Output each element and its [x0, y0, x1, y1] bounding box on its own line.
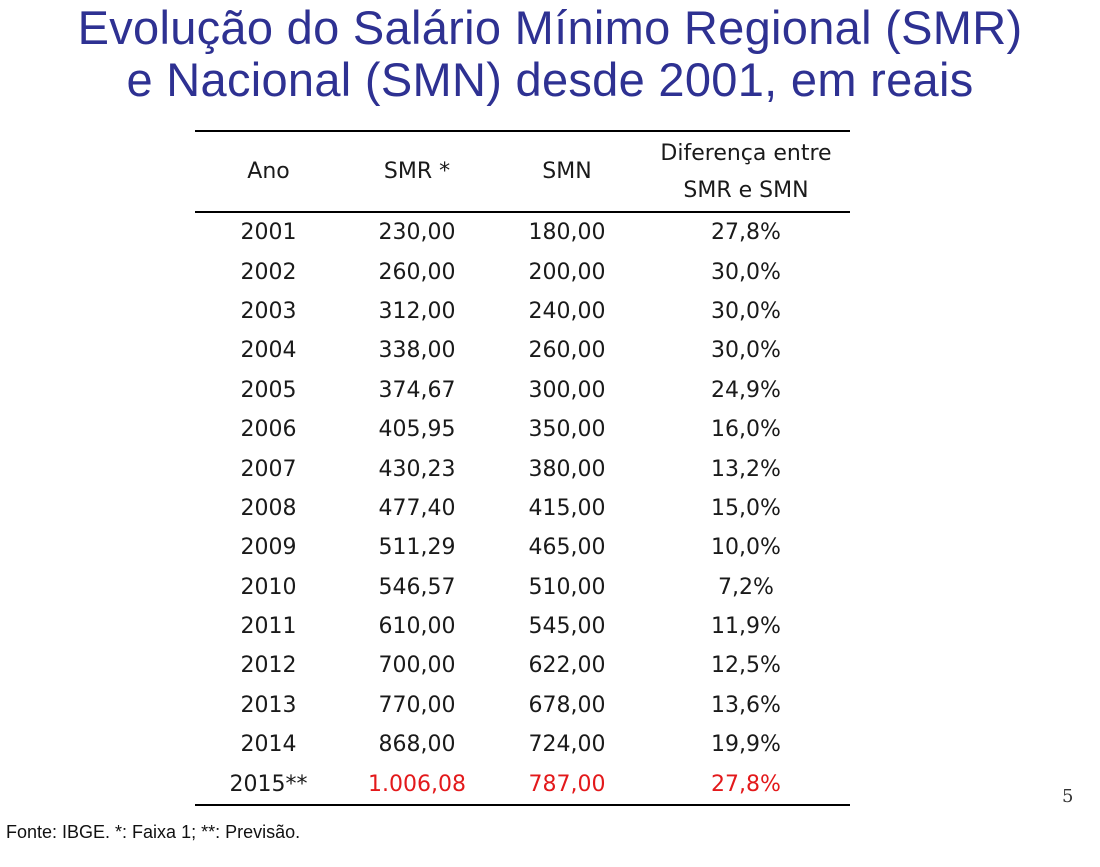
table-row: 2010 546,57 510,00 7,2%: [195, 568, 850, 607]
header-difference: Diferença entre SMR e SMN: [642, 130, 850, 213]
cell-smr: 312,00: [378, 298, 456, 324]
cell-smr: 260,00: [378, 259, 456, 285]
table-row: 2008 477,40 415,00 15,0%: [195, 489, 850, 528]
cell-year: 2004: [240, 338, 297, 364]
table-header-row: Ano SMR * SMN Diferença entre SMR e SMN: [195, 130, 850, 213]
table-row: 2005 374,67 300,00 24,9%: [195, 371, 850, 410]
header-smr: SMR *: [342, 130, 492, 213]
cell-smr: 374,67: [378, 377, 456, 403]
cell-smr: 405,95: [378, 417, 456, 443]
cell-difference: 7,2%: [718, 574, 774, 600]
cell-difference: 27,8%: [711, 220, 781, 246]
table-row: 2011 610,00 545,00 11,9%: [195, 607, 850, 646]
cell-smr: 546,57: [378, 574, 456, 600]
slide-title: Evolução do Salário Mínimo Regional (SMR…: [0, 2, 1100, 106]
cell-smn: 350,00: [528, 417, 606, 443]
cell-year: 2012: [240, 653, 297, 679]
cell-smn: 465,00: [528, 535, 606, 561]
cell-smr: 1.006,08: [342, 764, 492, 806]
cell-difference: 30,0%: [711, 338, 781, 364]
cell-smr: 868,00: [378, 732, 456, 758]
cell-difference: 12,5%: [711, 653, 781, 679]
page-number: 5: [1062, 786, 1074, 807]
cell-year: 2013: [240, 692, 297, 718]
cell-smr: 338,00: [378, 338, 456, 364]
header-year: Ano: [195, 130, 342, 213]
cell-smn: 240,00: [528, 298, 606, 324]
cell-difference: 13,6%: [711, 692, 781, 718]
table-row: 2007 430,23 380,00 13,2%: [195, 449, 850, 488]
cell-smn: 180,00: [528, 220, 606, 246]
table-row: 2003 312,00 240,00 30,0%: [195, 292, 850, 331]
cell-smn: 724,00: [528, 732, 606, 758]
cell-smn: 260,00: [528, 338, 606, 364]
source-note: Fonte: IBGE. *: Faixa 1; **: Previsão.: [6, 822, 301, 842]
cell-smr: 477,40: [378, 495, 456, 521]
salary-table: Ano SMR * SMN Diferença entre SMR e SMN …: [195, 130, 850, 806]
cell-year: 2003: [240, 298, 297, 324]
cell-smn: 678,00: [528, 692, 606, 718]
cell-smn: 787,00: [492, 764, 642, 806]
table-row: 2002 260,00 200,00 30,0%: [195, 252, 850, 291]
cell-year: 2007: [240, 456, 297, 482]
cell-smn: 622,00: [528, 653, 606, 679]
cell-difference: 16,0%: [711, 417, 781, 443]
table-row: 2006 405,95 350,00 16,0%: [195, 410, 850, 449]
slide-title-line-2: e Nacional (SMN) desde 2001, em reais: [126, 53, 974, 106]
cell-difference: 15,0%: [711, 495, 781, 521]
cell-difference: 11,9%: [711, 614, 781, 640]
cell-year: 2009: [240, 535, 297, 561]
cell-smr: 230,00: [378, 220, 456, 246]
table-row: 2015** 1.006,08 787,00 27,8%: [195, 764, 850, 806]
cell-year: 2006: [240, 417, 297, 443]
cell-smr: 700,00: [378, 653, 456, 679]
cell-smr: 511,29: [378, 535, 456, 561]
table-row: 2014 868,00 724,00 19,9%: [195, 725, 850, 764]
cell-year: 2002: [240, 259, 297, 285]
table-row: 2009 511,29 465,00 10,0%: [195, 528, 850, 567]
cell-smr: 610,00: [378, 614, 456, 640]
header-smn: SMN: [492, 130, 642, 213]
cell-difference: 19,9%: [711, 732, 781, 758]
table-row: 2012 700,00 622,00 12,5%: [195, 646, 850, 685]
cell-year: 2014: [240, 732, 297, 758]
cell-smr: 770,00: [378, 692, 456, 718]
cell-year: 2005: [240, 377, 297, 403]
cell-difference: 30,0%: [711, 298, 781, 324]
header-difference-line-2: SMR e SMN: [683, 177, 809, 203]
table-row: 2004 338,00 260,00 30,0%: [195, 331, 850, 370]
cell-smn: 545,00: [528, 614, 606, 640]
table-row: 2001 230,00 180,00 27,8%: [195, 212, 850, 252]
table-row: 2013 770,00 678,00 13,6%: [195, 686, 850, 725]
cell-difference: 24,9%: [711, 377, 781, 403]
cell-year: 2015**: [195, 764, 342, 806]
cell-smn: 415,00: [528, 495, 606, 521]
cell-year: 2001: [240, 220, 297, 246]
cell-difference: 13,2%: [711, 456, 781, 482]
cell-year: 2008: [240, 495, 297, 521]
slide-title-line-1: Evolução do Salário Mínimo Regional (SMR…: [77, 1, 1023, 54]
cell-smn: 380,00: [528, 456, 606, 482]
cell-smn: 510,00: [528, 574, 606, 600]
cell-difference: 27,8%: [642, 764, 850, 806]
cell-difference: 30,0%: [711, 259, 781, 285]
cell-smn: 200,00: [528, 259, 606, 285]
cell-smr: 430,23: [378, 456, 456, 482]
cell-year: 2010: [240, 574, 297, 600]
table-body: 2001 230,00 180,00 27,8% 2002 260,00 200,00 30,…: [195, 212, 850, 806]
header-difference-line-1: Diferença entre: [660, 140, 832, 166]
cell-year: 2011: [240, 614, 297, 640]
cell-smn: 300,00: [528, 377, 606, 403]
cell-difference: 10,0%: [711, 535, 781, 561]
